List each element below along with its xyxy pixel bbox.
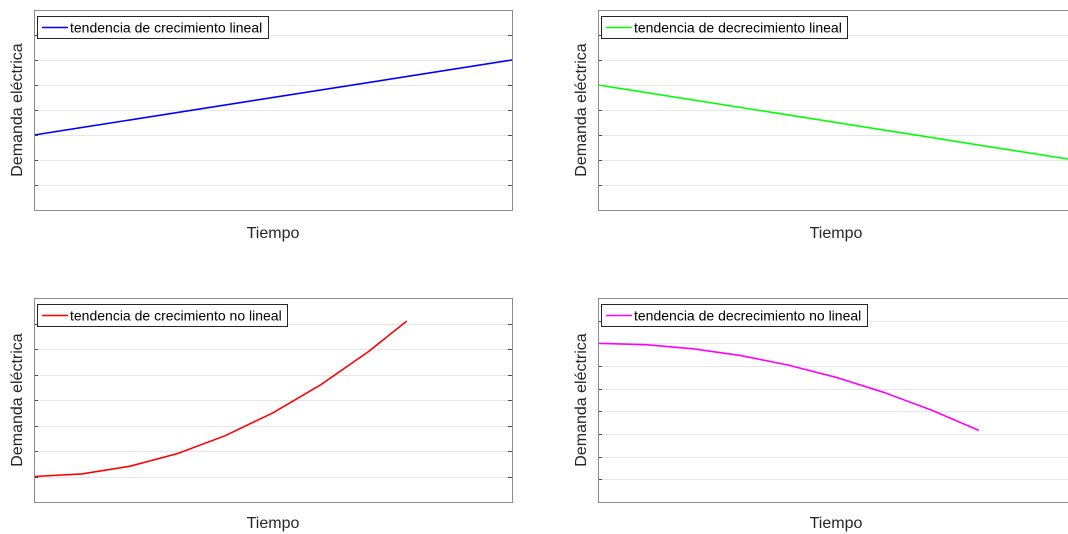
chart-panel-4: tendencia de decrecimiento no lineal Tiem… [573,298,1068,532]
legend-entry: tendencia de crecimiento lineal [70,20,262,36]
chart-panel-3: tendencia de crecimiento no lineal Tiempo… [9,298,513,532]
legend: tendencia de decrecimiento lineal [601,16,848,39]
legend-box [601,304,868,327]
x-axis-label: Tiempo [810,515,863,532]
x-axis-label: Tiempo [247,225,300,242]
y-axis-label: Demanda eléctrica [9,43,26,177]
plot-frame [598,10,1068,211]
legend: tendencia de crecimiento no lineal [37,304,288,327]
plot-frame [598,298,1068,503]
series-line [34,320,408,478]
legend-entry: tendencia de crecimiento no lineal [70,308,282,324]
y-gridlines [598,35,1068,186]
y-axis-label: Demanda eléctrica [573,43,590,177]
series-line [598,84,1068,160]
series-line [598,342,980,432]
y-gridlines [34,35,512,186]
plot-frame [34,10,513,211]
legend-box [37,304,288,327]
chart-panel-1: tendencia de crecimiento lineal Tiempo Dem… [9,10,513,242]
legend: tendencia de decrecimiento no lineal [601,304,868,327]
legend-box [37,16,269,39]
legend-entry: tendencia de decrecimiento lineal [634,20,842,36]
series-line [34,59,512,136]
chart-panel-2: tendencia de decrecimiento lineal Tiempo D… [573,10,1068,242]
y-gridlines [34,324,512,478]
x-axis-label: Tiempo [810,225,863,242]
y-gridlines [598,321,1068,480]
y-axis-label: Demanda eléctrica [9,333,26,467]
legend: tendencia de crecimiento lineal [37,16,269,39]
x-axis-label: Tiempo [247,515,300,532]
legend-box [601,16,848,39]
plot-frame [34,298,513,503]
legend-entry: tendencia de decrecimiento no lineal [634,308,861,324]
y-axis-label: Demanda eléctrica [573,333,590,467]
